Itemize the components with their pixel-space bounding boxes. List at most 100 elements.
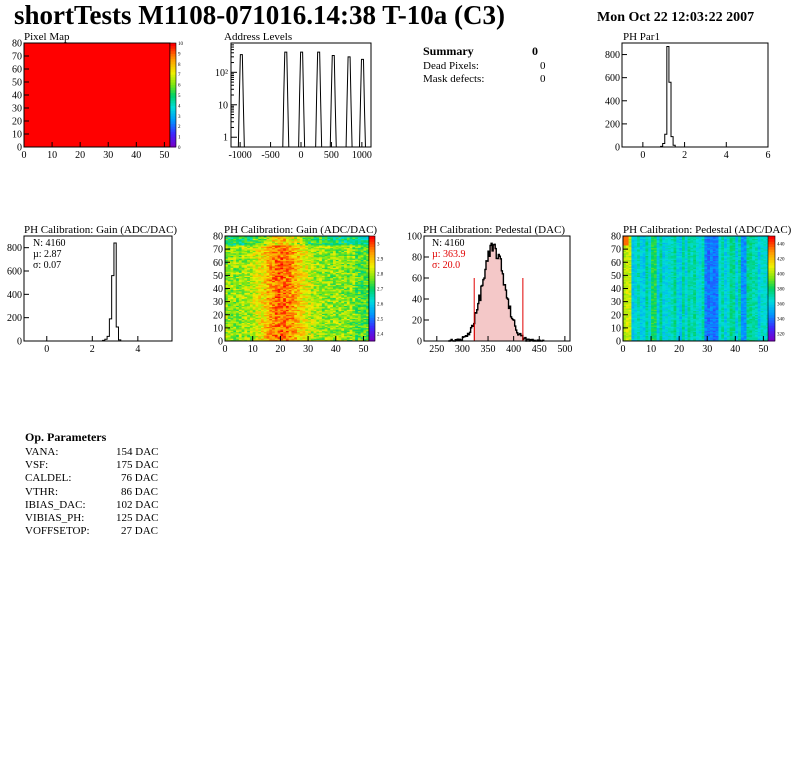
- gain-map-cell: [230, 254, 234, 256]
- gain-map-cell: [355, 275, 359, 277]
- gain-map-cell: [247, 250, 251, 253]
- gain-map-cell: [263, 245, 267, 247]
- gain-map-cell: [283, 284, 287, 287]
- gain-map-cell: [263, 287, 267, 289]
- gain-map-cell: [360, 276, 364, 279]
- gain-map-cell: [249, 283, 253, 285]
- pedestal-map-cell: [639, 300, 643, 302]
- gain-map-cell: [272, 309, 276, 312]
- gain-map-cell: [255, 243, 259, 246]
- gain-map-cell: [305, 292, 309, 295]
- gain-map-cell: [255, 293, 259, 296]
- gain-map-cell: [261, 305, 265, 308]
- gain-map-cell: [321, 279, 325, 281]
- gain-map-cell: [277, 285, 281, 288]
- gain-map-cell: [291, 291, 295, 293]
- gain-map-cell: [330, 293, 334, 296]
- gain-map-cell: [272, 236, 276, 238]
- gain-map-cell: [302, 260, 306, 263]
- gain-map-cell: [288, 326, 292, 329]
- pedestal-map-cell: [631, 339, 635, 342]
- gain-map-cell: [321, 308, 325, 310]
- gain-map-cell: [302, 330, 306, 333]
- gain-map-cell: [244, 323, 248, 326]
- gain-map-cell: [247, 339, 251, 342]
- gain-map-cell: [294, 333, 298, 335]
- gain-map-cell: [272, 310, 276, 313]
- gain-map-cell: [299, 264, 303, 267]
- gain-map-cell: [302, 329, 306, 331]
- gain-map-cell: [335, 259, 339, 262]
- gain-map-cell: [285, 236, 289, 238]
- gain-map-cell: [330, 283, 334, 285]
- gain-map-cell: [294, 255, 298, 258]
- gain-map-cell: [285, 334, 289, 337]
- gain-map-cell: [258, 236, 262, 238]
- gain-map-cell: [263, 271, 267, 274]
- gain-map-cell: [341, 262, 345, 264]
- gain-map-cell: [283, 267, 287, 270]
- gain-map-cell: [255, 316, 259, 318]
- gain-map-cell: [263, 320, 267, 322]
- gain-map-cell: [269, 289, 273, 292]
- gain-map-cell: [357, 254, 361, 256]
- gain-map-cell: [225, 308, 229, 310]
- pedestal-map-cell: [631, 262, 635, 264]
- gain-map-cell: [274, 300, 278, 302]
- gain-map-cell: [344, 276, 348, 279]
- gain-map-cell: [333, 245, 337, 247]
- gain-map-cell: [233, 260, 237, 263]
- gain-map-cell: [230, 334, 234, 337]
- gain-map-cell: [349, 338, 353, 340]
- gain-map-cell: [277, 291, 281, 293]
- gain-map-cell: [294, 274, 298, 276]
- gain-map-cell: [266, 270, 270, 272]
- gain-map-cell: [291, 322, 295, 325]
- gain-map-cell: [266, 330, 270, 333]
- gain-map-cell: [277, 266, 281, 268]
- gain-map-cell: [233, 317, 237, 319]
- gain-map-cell: [324, 333, 328, 335]
- x-tick-label: 500: [557, 344, 572, 355]
- gain-map-cell: [302, 257, 306, 259]
- gain-map-cell: [302, 247, 306, 250]
- gain-map-cell: [285, 327, 289, 330]
- gain-map-cell: [274, 326, 278, 329]
- gain-map-cell: [333, 302, 337, 305]
- gain-map-cell: [274, 339, 278, 342]
- pedestal-map-cell: [639, 326, 643, 329]
- gain-map-cell: [349, 254, 353, 256]
- gain-map-cell: [236, 297, 240, 300]
- gain-map-cell: [366, 321, 370, 323]
- gain-map-cell: [363, 322, 367, 325]
- gain-map-cell: [280, 253, 284, 255]
- gain-map-cell: [241, 254, 245, 256]
- gain-map-cell: [244, 331, 248, 334]
- gain-map-cell: [327, 246, 331, 249]
- gain-map-cell: [255, 288, 259, 291]
- gain-map-cell: [355, 257, 359, 259]
- gain-map-cell: [272, 267, 276, 270]
- gain-map-cell: [238, 326, 242, 329]
- gain-map-cell: [366, 296, 370, 298]
- gain-map-cell: [225, 254, 229, 256]
- gain-map-cell: [266, 318, 270, 321]
- gain-map-cell: [266, 280, 270, 283]
- gain-map-cell: [230, 318, 234, 321]
- gain-map-cell: [288, 334, 292, 337]
- gain-map-cell: [294, 249, 298, 251]
- gain-map-cell: [299, 333, 303, 335]
- gain-map-cell: [294, 295, 298, 297]
- gain-map-cell: [249, 339, 253, 342]
- gain-map-cell: [258, 254, 262, 256]
- gain-map-cell: [241, 330, 245, 333]
- gain-map-cell: [269, 284, 273, 287]
- gain-map-cell: [357, 299, 361, 301]
- gain-map-cell: [283, 302, 287, 305]
- gain-map-cell: [330, 247, 334, 250]
- gain-map-cell: [241, 266, 245, 268]
- gain-map-cell: [324, 270, 328, 272]
- pedestal-map-cell: [625, 268, 629, 271]
- gain-map-cell: [333, 288, 337, 291]
